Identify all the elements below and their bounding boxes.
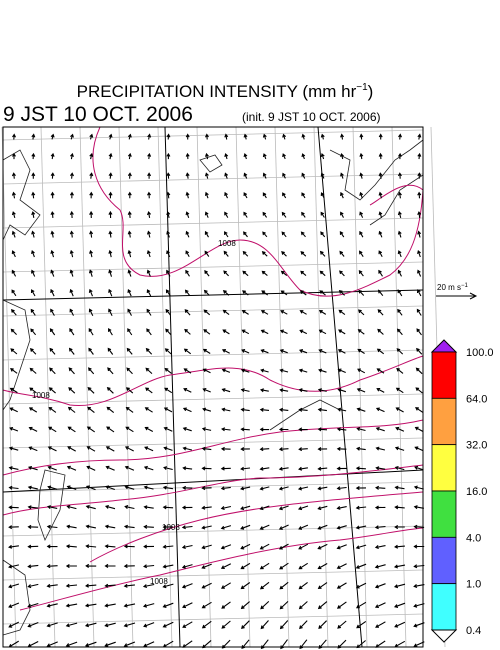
grid-line [274,126,290,648]
colorbar: 100.0 64.0 32.0 16.0 4.0 1.0 0.4 [430,339,494,643]
grid-line [40,126,56,648]
grid-line [352,126,368,648]
colorbar-label: 0.4 [466,625,481,637]
grid-line [2,613,424,625]
title-text: PRECIPITATION INTENSITY (mm hr [77,82,357,101]
grid-line [2,437,424,449]
vector-key-label: 20 m s−1 [437,283,469,292]
colorbar-label: 4.0 [466,532,481,544]
grid-line [157,126,173,648]
vector-key-exponent: −1 [461,283,469,289]
valid-time: 9 JST 10 OCT. 2006 [3,103,193,126]
grid-line [313,126,329,648]
colorbar-label: 100.0 [466,347,494,359]
title-close: ) [368,82,374,101]
colorbar-segment [431,397,457,446]
grid-line [2,481,424,493]
colorbar-min-triangle [430,629,458,643]
colorbar-segment [431,444,457,492]
wind-vectors [8,133,425,650]
map-frame [2,126,424,648]
grid-line [235,126,251,648]
colorbar-segment [431,583,457,631]
grid-line [1,126,17,648]
isobar-label: 1008 [150,577,168,586]
colorbar-label: 16.0 [466,486,487,498]
lat-lon-grid [1,126,446,648]
grid-line [2,569,424,581]
grid-line [2,525,424,537]
grid-line [2,129,424,141]
title-exponent: −1 [356,82,368,93]
colorbar-max-triangle [430,339,458,353]
grid-line [118,126,134,648]
isobar-label: 1008 [162,523,180,532]
colorbar-label: 64.0 [466,393,487,405]
grid-line [196,126,212,648]
colorbar-segment [431,490,457,538]
colorbar-segment [431,351,457,399]
isobars [2,126,424,611]
grid-line [2,217,424,229]
vector-key-text: 20 m s [437,283,461,292]
isobar-label: 1008 [32,391,50,400]
grid-line [2,173,424,185]
vector-key-arrow [436,292,478,300]
init-time: (init. 9 JST 10 OCT. 2006) [242,110,381,124]
title: PRECIPITATION INTENSITY (mm hr−1) [77,82,374,101]
isobar-label: 1008 [218,239,236,248]
grid-line [391,126,407,648]
grid-line [2,349,424,361]
colorbar-segment [431,536,457,585]
colorbar-label: 1.0 [466,579,481,591]
colorbar-label: 32.0 [466,440,487,452]
grid-line [79,126,95,648]
grid-line [2,261,424,273]
grid-line [2,393,424,405]
